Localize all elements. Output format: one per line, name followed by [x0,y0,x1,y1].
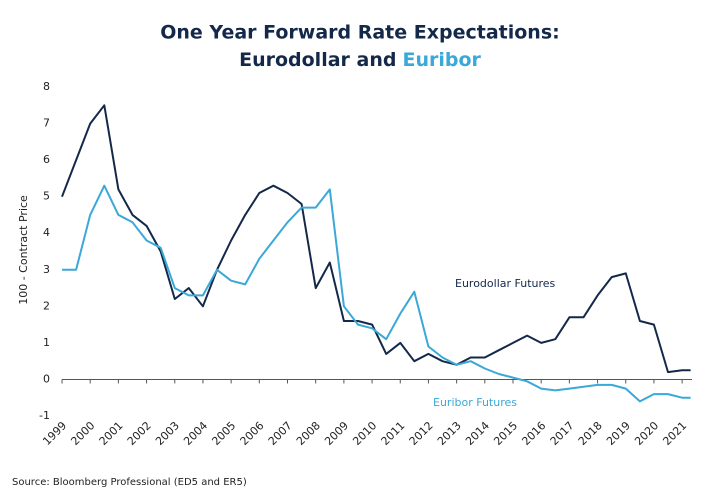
x-tick-label: 2013 [435,419,464,448]
y-axis-label: 100 - Contract Price [17,195,30,305]
y-tick-label: 5 [43,190,50,203]
series-label: Euribor Futures [433,396,517,409]
y-tick-label: 1 [43,336,50,349]
x-tick-label: 2005 [209,419,238,448]
x-tick-label: 2012 [407,419,436,448]
x-tick-label: 2018 [576,419,605,448]
y-tick-label: 2 [43,299,50,312]
series-line [62,184,691,403]
x-tick-label: 2011 [379,419,408,448]
chart-title: Eurodollar and Euribor [239,49,481,71]
x-tick-label: 2001 [97,419,126,448]
x-tick-label: 2008 [294,419,323,448]
x-tick-label: 2002 [125,419,154,448]
chart-title: One Year Forward Rate Expectations: [160,22,559,44]
series-label: Eurodollar Futures [455,277,556,290]
x-tick-label: 2020 [632,419,661,448]
y-tick-label: 3 [43,263,50,276]
x-tick-label: 2000 [68,419,97,448]
x-tick-label: 1999 [40,419,69,448]
x-tick-label: 2021 [660,419,689,448]
x-tick-label: 2004 [181,419,210,448]
series-line [61,104,691,374]
y-tick-label: 0 [43,372,50,385]
x-tick-label: 2016 [519,419,548,448]
x-tick-label: 2006 [238,419,267,448]
title-part: Eurodollar and [239,49,396,71]
y-tick-label: -1 [39,409,50,422]
x-tick-label: 2019 [604,419,633,448]
x-tick-label: 2009 [322,419,351,448]
x-tick-label: 2014 [463,419,492,448]
y-tick-label: 7 [43,117,50,130]
y-tick-label: 8 [43,80,50,93]
x-tick-label: 2017 [548,419,577,448]
x-tick-label: 2010 [350,419,379,448]
source-note: Source: Bloomberg Professional (ED5 and … [12,477,247,488]
x-tick-label: 2015 [491,419,520,448]
title-highlight: Euribor [402,49,481,71]
x-tick-label: 2003 [153,419,182,448]
y-tick-label: 6 [43,153,50,166]
y-tick-label: 4 [43,226,50,239]
x-tick-label: 2007 [266,419,295,448]
